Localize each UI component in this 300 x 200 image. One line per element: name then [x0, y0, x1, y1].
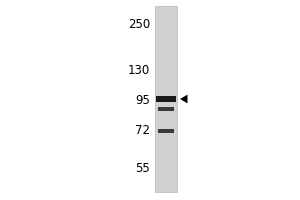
- Polygon shape: [180, 95, 188, 103]
- Text: 55: 55: [135, 162, 150, 174]
- Text: 130: 130: [128, 64, 150, 76]
- Text: 250: 250: [128, 18, 150, 30]
- Bar: [154, 6, 177, 192]
- Bar: [158, 129, 174, 133]
- Bar: [156, 96, 176, 102]
- Text: 95: 95: [135, 94, 150, 106]
- Bar: [158, 107, 174, 111]
- Text: 72: 72: [135, 123, 150, 136]
